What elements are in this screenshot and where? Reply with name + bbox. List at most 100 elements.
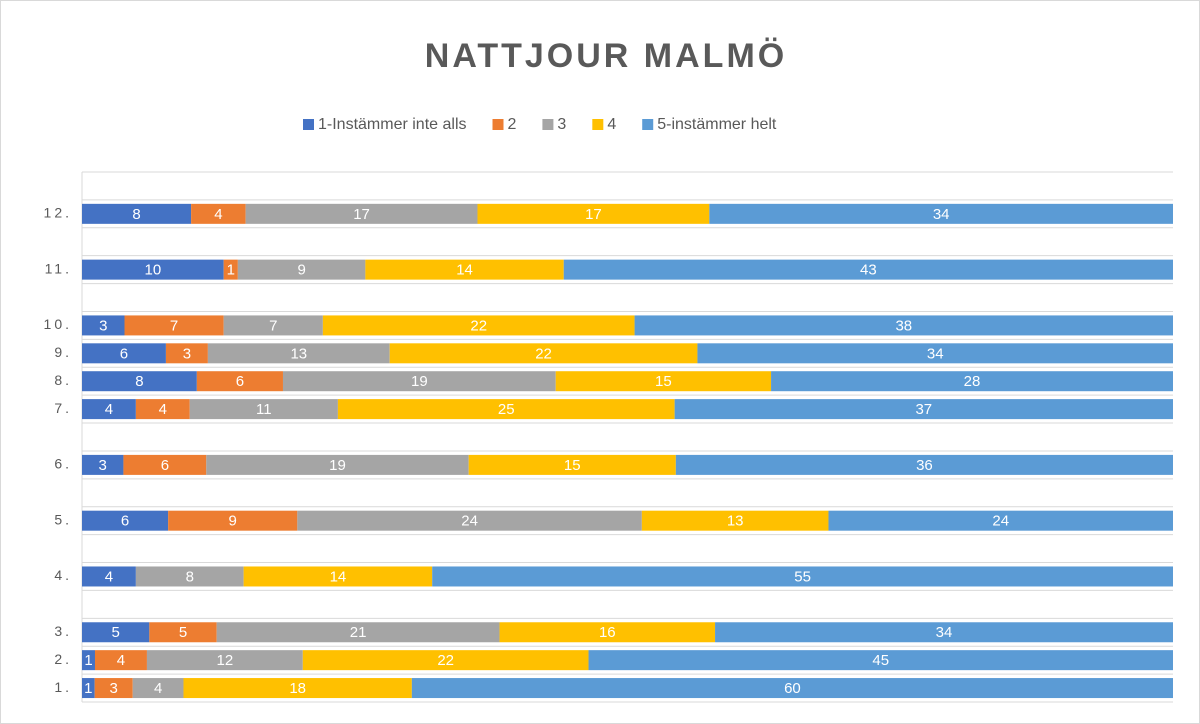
bar-segment [771, 371, 1173, 392]
data-label: 15 [564, 457, 581, 474]
bar-segment [709, 203, 1173, 224]
data-label: 9 [229, 513, 237, 530]
data-label: 6 [121, 513, 129, 530]
bar-segment [715, 622, 1173, 643]
data-label: 1 [84, 680, 92, 697]
data-label: 7 [170, 317, 178, 334]
data-label: 6 [161, 457, 169, 474]
bar-segment [675, 454, 1173, 475]
chart-title: NATTJOUR MALMÖ [425, 37, 787, 75]
data-label: 4 [105, 568, 113, 585]
data-label: 37 [915, 401, 932, 418]
bar-segment [82, 399, 136, 420]
bar-segment [389, 343, 698, 364]
bar-segment [237, 259, 366, 280]
y-tick-label: 9. [54, 344, 72, 360]
bar-segment [477, 203, 710, 224]
data-label: 7 [269, 317, 277, 334]
data-label: 6 [120, 345, 128, 362]
bar-segment [216, 622, 500, 643]
data-label: 36 [916, 457, 933, 474]
bar-segment [94, 650, 147, 671]
bar-segment [322, 315, 635, 336]
bar-segment [82, 650, 95, 671]
bar-segment [132, 678, 184, 699]
bar-segment [94, 678, 133, 699]
y-tick-label: 8. [54, 372, 72, 388]
data-label: 4 [159, 401, 167, 418]
data-label: 12 [217, 652, 234, 669]
legend-label: 1-Instämmer inte alls [318, 116, 467, 133]
data-label: 34 [936, 624, 953, 641]
y-tick-label: 4. [54, 567, 72, 583]
data-label: 25 [498, 401, 515, 418]
data-label: 45 [872, 652, 889, 669]
y-tick-label: 10. [44, 316, 72, 332]
bar-segment [411, 678, 1173, 699]
y-tick-label: 2. [54, 651, 72, 667]
data-label: 1 [84, 652, 92, 669]
data-label: 34 [933, 206, 950, 223]
data-label: 19 [329, 457, 346, 474]
y-tick-label: 5. [54, 511, 72, 527]
data-label: 24 [992, 513, 1009, 530]
bar-segment [82, 454, 124, 475]
data-label: 21 [350, 624, 367, 641]
data-label: 28 [964, 373, 981, 390]
bar-segment [191, 203, 246, 224]
data-label: 15 [655, 373, 672, 390]
data-label: 4 [105, 401, 113, 418]
bar-segment [149, 622, 217, 643]
bar-segment [245, 203, 478, 224]
legend-swatch [303, 119, 314, 130]
y-tick-label: 3. [54, 623, 72, 639]
bar-segment [82, 343, 166, 364]
legend-label: 5-instämmer helt [657, 116, 777, 133]
bar-segment [82, 510, 169, 531]
data-label: 11 [256, 401, 272, 418]
data-label: 3 [99, 457, 107, 474]
data-label: 14 [456, 262, 473, 279]
data-label: 4 [214, 206, 222, 223]
data-label: 16 [599, 624, 616, 641]
bar-segment [588, 650, 1173, 671]
data-label: 4 [117, 652, 125, 669]
bar-segment [183, 678, 412, 699]
data-label: 13 [290, 345, 307, 362]
y-tick-label: 6. [54, 456, 72, 472]
bar-segment [468, 454, 676, 475]
bar-segment [135, 566, 244, 587]
bar-segment [168, 510, 298, 531]
y-tick-label: 11. [45, 260, 72, 276]
data-label: 13 [727, 513, 744, 530]
data-label: 22 [437, 652, 454, 669]
bar-segment [563, 259, 1173, 280]
bar-segment [196, 371, 283, 392]
legend-label: 4 [607, 116, 616, 133]
data-label: 3 [99, 317, 107, 334]
bar-segment [432, 566, 1174, 587]
bar-segment [82, 566, 136, 587]
bar-segment [82, 622, 150, 643]
bar-segment [124, 315, 224, 336]
bar-segment [337, 399, 675, 420]
data-label: 8 [135, 373, 143, 390]
bar-segment [499, 622, 716, 643]
bar-segment [165, 343, 208, 364]
bar-segment [123, 454, 207, 475]
bar-segment [135, 399, 190, 420]
bar-segment [82, 371, 197, 392]
data-label: 17 [585, 206, 602, 223]
bar-segment [146, 650, 303, 671]
bar-segment [189, 399, 338, 420]
bar-segment [82, 203, 192, 224]
data-label: 22 [470, 317, 487, 334]
legend-swatch [592, 119, 604, 130]
legend-label: 2 [508, 116, 517, 133]
bar-segment [243, 566, 433, 587]
bar-segment [82, 678, 95, 699]
data-label: 10 [145, 262, 162, 279]
data-label: 38 [895, 317, 912, 334]
data-label: 43 [860, 262, 877, 279]
data-label: 60 [784, 680, 801, 697]
